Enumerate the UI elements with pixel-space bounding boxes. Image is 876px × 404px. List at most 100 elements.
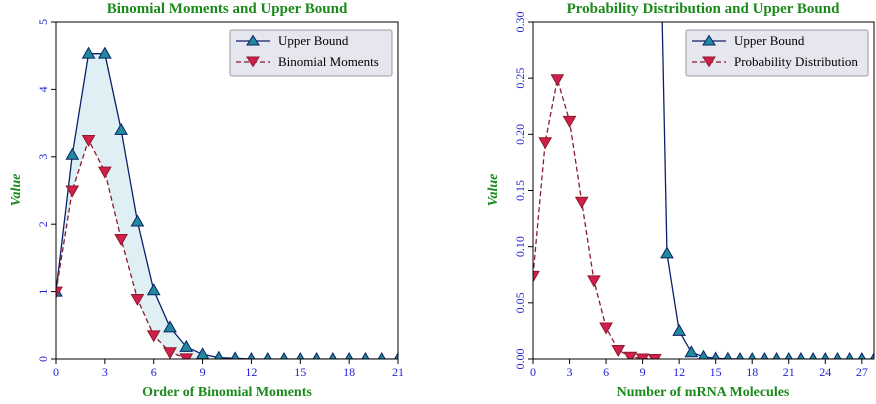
chart-1-point-upper-bound (97, 46, 112, 59)
chart-1-point-upper-bound (65, 147, 80, 160)
chart-1-series-line-upper-bound (56, 53, 398, 359)
chart-1-point-binomial-moments (179, 353, 194, 359)
chart-2-x-tick-label: 18 (746, 365, 758, 379)
chart-1-legend-label-upper: Upper Bound (278, 33, 349, 48)
chart-2-x-tick-label: 24 (819, 365, 831, 379)
chart-2-y-axis: 0.00 0.05 0.10 0.15 0.20 0.25 0.30 (513, 12, 533, 370)
chart-1-point-upper-bound (377, 351, 386, 359)
chart-1-point-upper-bound (328, 351, 337, 359)
chart-1-y-tick-label: 2 (36, 221, 50, 227)
chart-2-series-markers (533, 74, 874, 359)
chart-1-frame (55, 21, 399, 360)
chart-2-x-tick-label: 12 (673, 365, 685, 379)
chart-2-point-upper-bound (760, 351, 769, 359)
chart-2-point-upper-bound (698, 349, 709, 359)
chart-1-legend-marker-moments (246, 56, 260, 68)
chart-2-x-tick-label: 0 (530, 365, 536, 379)
chart-2-plot (533, 22, 874, 359)
chart-2-series-line-probability-distribution (533, 79, 655, 359)
chart-1-point-upper-bound (279, 351, 289, 359)
chart-1-point-upper-bound (361, 351, 370, 359)
chart-2-point-upper-bound (748, 351, 757, 359)
chart-2-point-upper-bound (723, 351, 732, 359)
chart-1-y-tick-label: 0 (36, 356, 50, 362)
chart-1-point-upper-bound (247, 351, 256, 359)
chart-1-title: Binomial Moments and Upper Bound (107, 1, 348, 17)
chart-2-x-tick-label: 6 (603, 365, 609, 379)
chart-1-series-markers (56, 46, 398, 359)
chart-1-x-tick-label: 21 (392, 365, 404, 379)
chart-2-x-tick-label: 21 (783, 365, 795, 379)
chart-1-point-upper-bound (130, 214, 145, 227)
chart-1-point-upper-bound (230, 351, 240, 359)
chart-1-point-upper-bound (345, 351, 354, 359)
chart-2-legend-marker-upper (702, 34, 716, 46)
chart-1-point-upper-bound (146, 283, 161, 296)
chart-1-y-tick-label: 3 (36, 154, 50, 160)
chart-2-point-upper-bound (772, 351, 781, 359)
chart-1-legend-marker-upper (246, 34, 260, 46)
chart-1-point-upper-bound (393, 351, 398, 359)
chart-2-point-upper-bound (857, 351, 866, 359)
chart-2-x-tick-label: 27 (856, 365, 868, 379)
chart-2-point-upper-bound (784, 351, 793, 359)
chart-2-point-upper-bound (796, 351, 805, 359)
chart-1-point-upper-bound (263, 351, 272, 359)
chart-1-fill-area (56, 53, 398, 359)
chart-1-point-binomial-moments (65, 185, 80, 198)
chart-1-legend-label-moments: Binomial Moments (278, 54, 379, 69)
chart-1-point-upper-bound (163, 320, 177, 333)
chart-2-x-tick-label: 15 (710, 365, 722, 379)
chart-2-point-upper-bound (821, 351, 830, 359)
chart-1-point-binomial-moments (97, 166, 112, 179)
chart-2: Probability Distribution and Upper Bound… (486, 1, 875, 400)
chart-2-y-tick-label: 0.00 (513, 349, 527, 370)
chart-2-legend-box (685, 29, 869, 77)
chart-1-x-axis-title: Order of Binomial Moments (142, 385, 312, 400)
chart-2-point-upper-bound (660, 246, 674, 259)
chart-2-point-probability-distribution (574, 196, 589, 209)
chart-1-legend: Upper Bound Binomial Moments (229, 29, 393, 77)
chart-1-x-axis: 0 3 6 9 12 15 18 21 (53, 359, 404, 379)
chart-1: Binomial Moments and Upper Bound 0 3 6 9 1 2 1… (9, 1, 404, 400)
chart-2-point-upper-bound (869, 351, 874, 359)
chart-2-y-tick-label: 0.30 (513, 12, 527, 33)
chart-1-plot (56, 46, 398, 359)
chart-1-fill-between (56, 53, 398, 359)
chart-1-point-binomial-moments (81, 134, 96, 147)
chart-2-point-probability-distribution (647, 354, 662, 359)
chart-2-x-axis-title: Number of mRNA Molecules (617, 385, 790, 400)
chart-1-y-tick-label: 5 (36, 19, 50, 25)
chart-2-legend-marker-prob (702, 56, 716, 68)
chart-1-point-binomial-moments (163, 347, 177, 359)
chart-2-point-probability-distribution (538, 137, 553, 150)
chart-1-x-tick-label: 9 (200, 365, 206, 379)
chart-1-point-upper-bound (179, 339, 194, 352)
chart-2-point-probability-distribution (550, 74, 565, 87)
chart-1-x-tick-label: 6 (151, 365, 157, 379)
chart-1-point-binomial-moments (130, 294, 145, 307)
chart-1-point-upper-bound (296, 351, 305, 359)
chart-2-title: Probability Distribution and Upper Bound (567, 1, 841, 17)
chart-2-point-upper-bound (833, 351, 842, 359)
chart-2-point-probability-distribution (562, 115, 577, 128)
chart-1-point-upper-bound (214, 350, 224, 359)
chart-2-y-axis-title: Value (486, 174, 501, 207)
chart-2-point-upper-bound (809, 351, 818, 359)
chart-1-x-tick-label: 0 (53, 365, 59, 379)
chart-2-legend: Upper Bound Probability Distribution (685, 29, 869, 77)
chart-2-legend-label-prob: Probability Distribution (734, 54, 858, 69)
chart-2-point-probability-distribution (599, 322, 613, 335)
chart-1-y-axis: 0 1 2 3 4 5 (36, 19, 56, 362)
chart-1-y-axis-title: Value (9, 174, 24, 207)
chart-1-y-tick-label: 1 (36, 289, 50, 295)
chart-2-point-probability-distribution (533, 270, 540, 283)
chart-1-point-upper-bound (81, 46, 96, 59)
chart-2-point-upper-bound (736, 351, 745, 359)
chart-2-point-probability-distribution (587, 275, 601, 288)
chart-1-point-binomial-moments (146, 330, 161, 343)
chart-1-y-tick-label: 4 (36, 86, 50, 92)
chart-2-y-tick-label: 0.25 (513, 68, 527, 89)
chart-1-point-binomial-moments (114, 234, 129, 247)
